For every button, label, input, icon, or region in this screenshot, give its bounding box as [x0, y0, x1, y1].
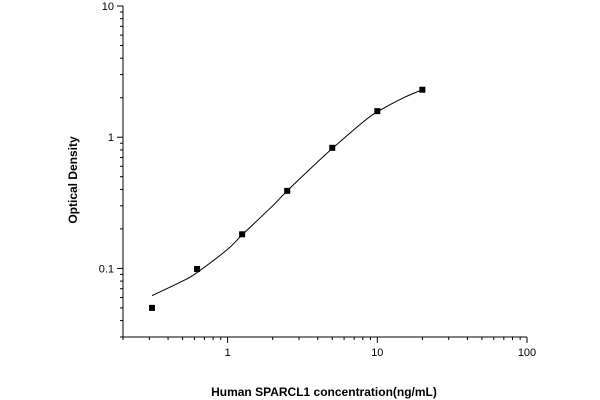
x-tick-label: 10 — [371, 347, 383, 359]
data-point — [239, 231, 246, 238]
y-tick-label: 0.1 — [99, 263, 114, 275]
y-axis-title: Optical Density — [66, 136, 80, 224]
axes — [122, 6, 527, 338]
x-tick-label: 100 — [518, 347, 536, 359]
data-point — [149, 304, 156, 311]
x-axis-title: Human SPARCL1 concentration(ng/mL) — [211, 385, 437, 399]
x-tick-label: 1 — [225, 347, 231, 359]
data-point — [329, 144, 336, 151]
data-point — [374, 108, 381, 115]
data-markers — [149, 86, 426, 311]
y-tick-label: 10 — [102, 1, 114, 13]
axis-ticks: 1 10 100 0.1 1 10 — [99, 1, 536, 359]
data-point — [419, 86, 426, 93]
y-tick-label: 1 — [108, 132, 114, 144]
data-point — [194, 265, 201, 272]
data-point — [284, 187, 291, 194]
